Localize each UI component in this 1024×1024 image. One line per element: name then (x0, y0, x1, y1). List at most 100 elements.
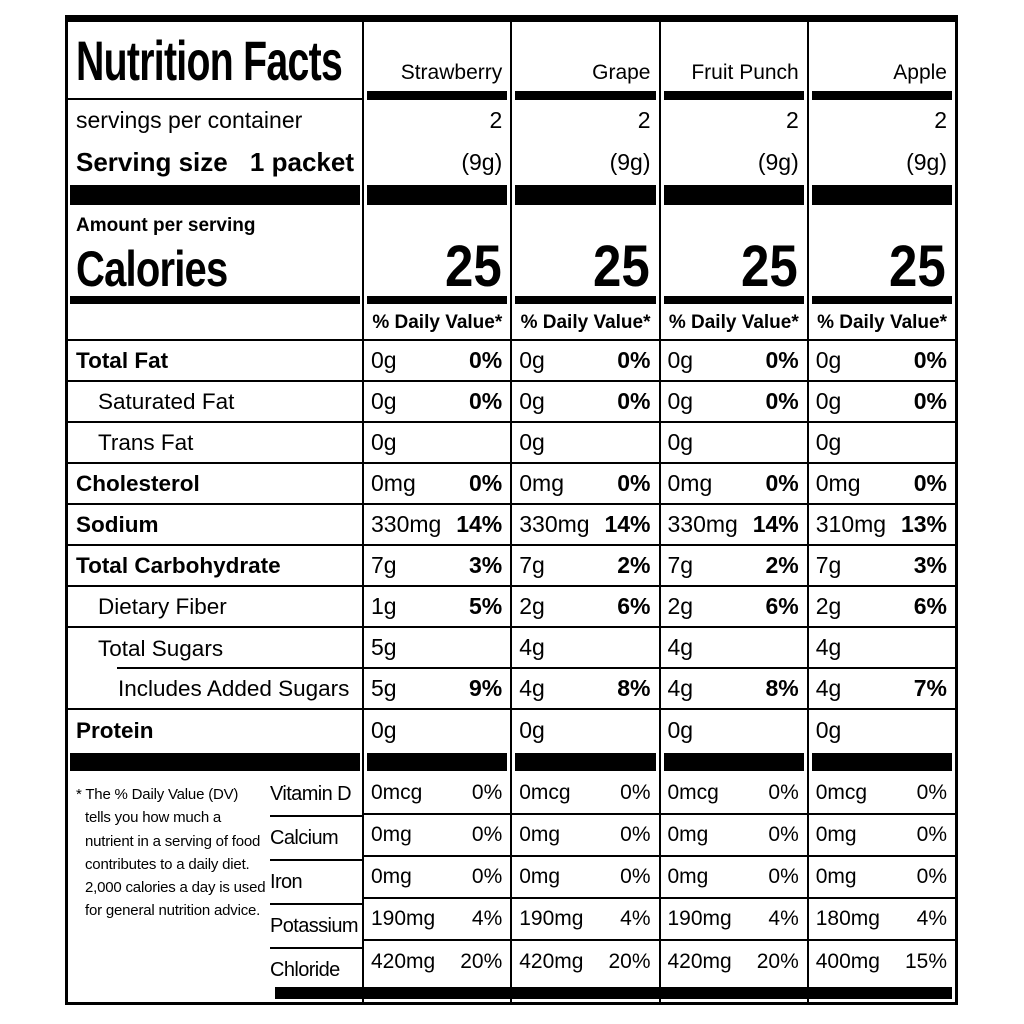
dv-percent: 20% (608, 950, 651, 973)
daily-value-header: % Daily Value* (668, 312, 799, 333)
dv-percent: 0% (916, 781, 947, 804)
amount: 180mg (815, 907, 880, 930)
amount: 0g (815, 388, 842, 414)
dv-percent: 0% (471, 781, 503, 804)
calories-row: Amount per serving Calories 25 25 25 25 (68, 205, 955, 299)
column-header: Grape (592, 61, 651, 84)
daily-value-header: % Daily Value* (372, 312, 503, 333)
amount: 4g (815, 634, 842, 660)
nutrient-label: Total Sugars (98, 635, 224, 661)
thick-rule (515, 753, 656, 771)
serving-grams: (9g) (609, 149, 651, 175)
daily-value-footnote: * The % Daily Value (DV) tells you how m… (68, 773, 270, 923)
column-header: Apple (893, 61, 947, 84)
thick-rule (70, 753, 360, 771)
flavor-header-row: Nutrition Facts Strawberry Grape Fruit P… (68, 22, 955, 100)
nutrient-row-added-sugars: Includes Added Sugars 5g 9% 4g 8% 4g 8% 4g 7… (68, 669, 955, 710)
dv-percent: 3% (913, 552, 947, 578)
dv-percent: 9% (469, 675, 503, 701)
vitamin-label: Chloride (270, 958, 340, 981)
amount: 330mg (371, 511, 442, 537)
medium-rule (515, 296, 656, 304)
amount: 310mg (815, 511, 887, 537)
daily-value-header-row: % Daily Value* % Daily Value* % Daily Va… (68, 305, 955, 341)
dv-percent: 4% (768, 907, 799, 930)
amount: 420mg (519, 950, 584, 973)
dv-percent: 0% (617, 388, 651, 414)
amount: 420mg (371, 950, 436, 973)
amount: 0mcg (371, 781, 423, 804)
amount: 400mg (815, 950, 880, 973)
thick-rule-row (68, 185, 955, 205)
daily-value-header: % Daily Value* (520, 312, 651, 333)
amount: 420mg (667, 950, 732, 973)
serving-grams: (9g) (757, 149, 799, 175)
amount: 7g (667, 552, 694, 578)
column-grape: Grape (510, 22, 658, 100)
serving-grams: (9g) (906, 149, 947, 175)
dv-percent: 20% (460, 950, 503, 973)
dv-percent: 0% (765, 388, 799, 414)
thick-rule (367, 753, 508, 771)
calories-value: 25 (889, 233, 947, 299)
dv-percent: 0% (768, 823, 799, 846)
serving-size-row: Serving size 1 packet (9g) (9g) (9g) (9g) (68, 140, 955, 185)
nutrient-label: Saturated Fat (98, 388, 235, 414)
amount: 5g (371, 634, 397, 660)
nutrient-label: Cholesterol (76, 470, 200, 496)
nutrition-facts-label: Nutrition Facts Strawberry Grape Fruit P… (65, 15, 958, 1005)
amount: 0g (519, 347, 545, 373)
divider-bar (515, 91, 656, 100)
amount: 0mg (371, 823, 412, 846)
dv-percent: 0% (765, 470, 799, 496)
thick-rule (367, 185, 508, 205)
dv-percent: 4% (620, 907, 651, 930)
nutrient-label: Total Carbohydrate (76, 552, 281, 578)
calories-value: 25 (741, 233, 798, 299)
thick-rule-row (68, 751, 955, 773)
serving-size-label: Serving size (76, 147, 228, 177)
dv-percent: 0% (469, 470, 503, 496)
footnote-marker: * (76, 786, 82, 803)
amount: 0mg (815, 470, 861, 496)
amount: 0g (371, 388, 397, 414)
amount: 0g (371, 429, 397, 455)
dv-percent: 0% (768, 781, 799, 804)
amount: 0mg (519, 865, 561, 888)
dv-percent: 0% (916, 823, 947, 846)
amount: 1g (371, 593, 397, 619)
medium-rule (811, 296, 952, 304)
amount: 0mg (519, 823, 561, 846)
dv-percent: 2% (765, 552, 799, 578)
nutrient-row-total-fat: Total Fat 0g 0% 0g 0% 0g 0% 0g 0% (68, 341, 955, 382)
amount: 0g (667, 717, 694, 743)
amount: 0g (815, 717, 842, 743)
dv-percent: 0% (620, 823, 651, 846)
amount: 0g (519, 717, 545, 743)
servings-value: 2 (489, 106, 503, 133)
dv-percent: 20% (756, 950, 799, 973)
dv-percent: 0% (617, 470, 651, 496)
amount: 190mg (667, 907, 732, 930)
amount: 330mg (667, 511, 738, 537)
column-header: Fruit Punch (691, 61, 799, 84)
dv-percent: 14% (604, 511, 651, 537)
amount: 0g (815, 347, 842, 373)
nutrient-label: Sodium (76, 511, 159, 537)
amount: 0g (371, 347, 397, 373)
nutrient-row-cholesterol: Cholesterol 0mg 0% 0mg 0% 0mg 0% 0mg 0% (68, 464, 955, 505)
daily-value-header: % Daily Value* (817, 312, 947, 333)
amount: 7g (371, 552, 397, 578)
dv-percent: 6% (913, 593, 947, 619)
dv-percent: 0% (469, 347, 503, 373)
dv-percent: 4% (916, 907, 947, 930)
nutrient-row-dietary-fiber: Dietary Fiber 1g 5% 2g 6% 2g 6% 2g 6% (68, 587, 955, 628)
thick-rule (811, 185, 952, 205)
amount: 0mg (519, 470, 564, 496)
column-header: Strawberry (400, 61, 503, 84)
thick-rule (515, 185, 656, 205)
servings-value: 2 (934, 106, 947, 133)
dv-percent: 3% (469, 552, 503, 578)
nutrient-label: Trans Fat (98, 429, 194, 455)
